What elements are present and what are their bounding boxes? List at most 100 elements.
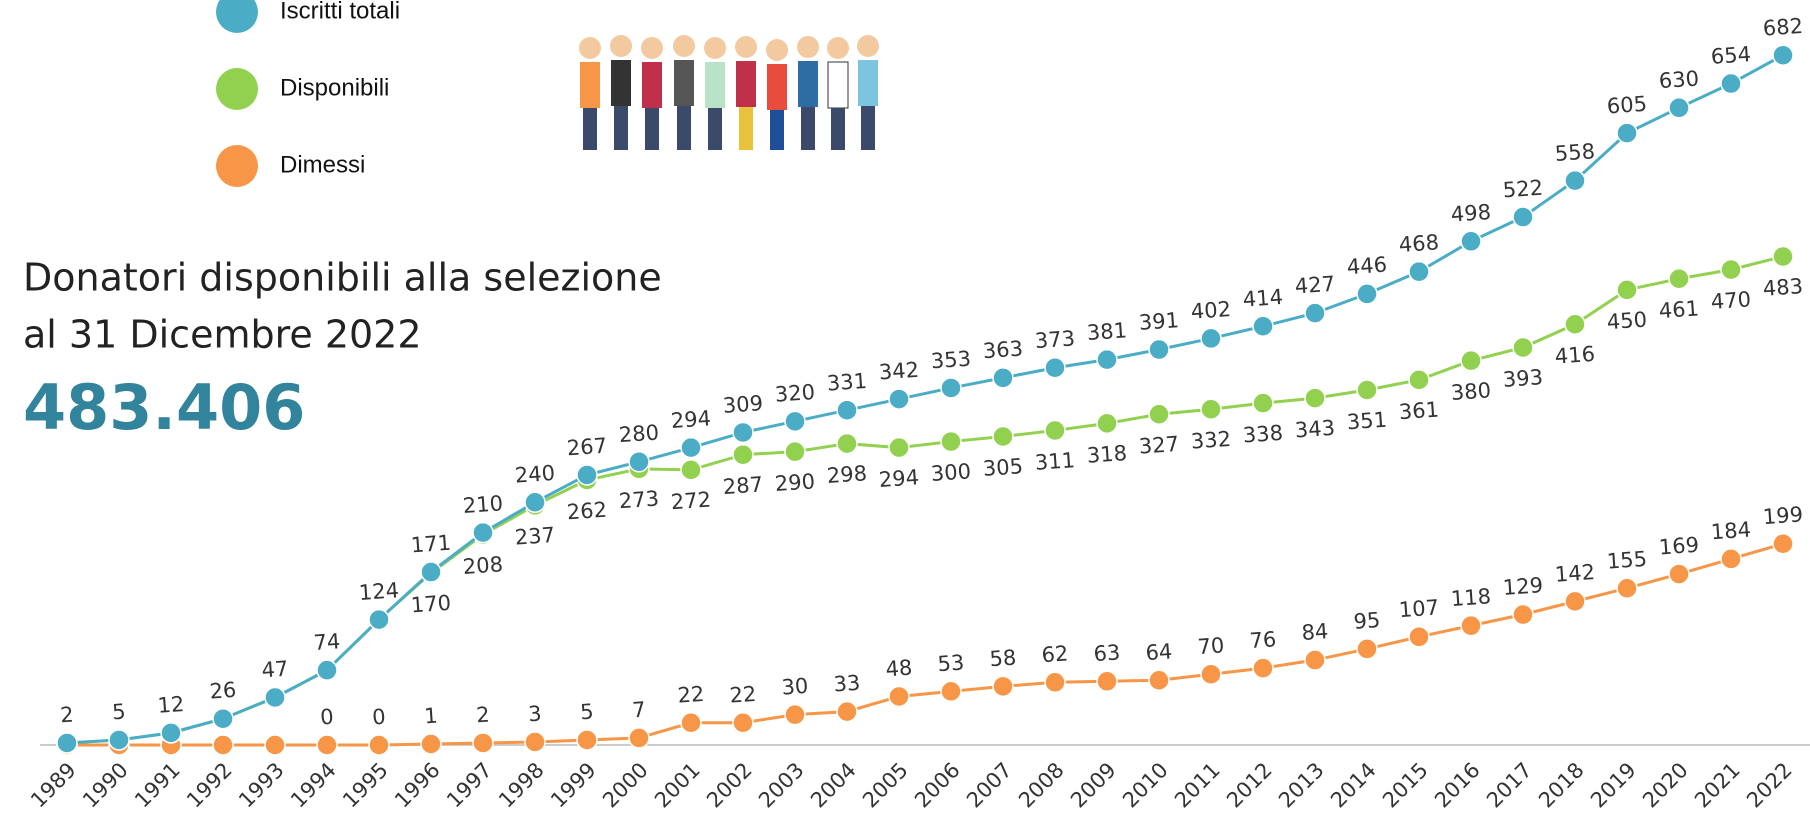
x-tick-label: 2018 <box>1534 758 1589 813</box>
x-tick-label: 2020 <box>1638 758 1693 813</box>
data-label: 240 <box>514 461 556 488</box>
data-point <box>1357 380 1377 400</box>
data-label: 1 <box>423 704 438 729</box>
data-label: 342 <box>878 358 920 385</box>
data-point <box>1149 670 1169 690</box>
data-point <box>1357 639 1377 659</box>
data-label: 332 <box>1190 427 1232 454</box>
data-label: 58 <box>989 645 1017 671</box>
data-point <box>1097 413 1117 433</box>
legend-marker <box>216 68 258 110</box>
data-label: 353 <box>930 347 972 374</box>
data-label: 483 <box>1762 274 1804 301</box>
data-label: 12 <box>157 692 185 718</box>
data-point <box>785 442 805 462</box>
data-point <box>1097 671 1117 691</box>
x-tick-label: 1993 <box>234 758 289 813</box>
data-point <box>369 735 389 755</box>
data-label: 287 <box>722 472 764 499</box>
data-point <box>213 735 233 755</box>
data-point <box>837 434 857 454</box>
data-label: 391 <box>1138 308 1180 335</box>
data-point <box>941 378 961 398</box>
data-label: 446 <box>1346 253 1388 280</box>
data-point <box>837 400 857 420</box>
data-label: 33 <box>833 671 861 697</box>
data-point <box>1565 171 1585 191</box>
data-point <box>1149 404 1169 424</box>
data-label: 74 <box>313 629 341 655</box>
x-tick-label: 2012 <box>1222 758 1277 813</box>
data-point <box>733 445 753 465</box>
x-tick-label: 2022 <box>1742 758 1797 813</box>
data-point <box>1513 605 1533 625</box>
data-label: 76 <box>1249 627 1277 653</box>
data-point <box>1045 358 1065 378</box>
x-tick-label: 2006 <box>910 758 965 813</box>
x-tick-label: 2013 <box>1274 758 1329 813</box>
data-point <box>1253 658 1273 678</box>
data-point <box>1409 627 1429 647</box>
x-tick-label: 2019 <box>1586 758 1641 813</box>
data-label: 22 <box>729 682 757 708</box>
x-tick-label: 2014 <box>1326 758 1381 813</box>
data-label: 273 <box>618 487 660 514</box>
x-tick-label: 1989 <box>26 758 81 813</box>
data-point <box>629 452 649 472</box>
data-label: 47 <box>261 657 289 683</box>
data-point <box>1513 338 1533 358</box>
data-point <box>577 465 597 485</box>
data-label: 169 <box>1658 533 1700 560</box>
data-label: 290 <box>774 469 816 496</box>
data-label: 558 <box>1554 139 1596 166</box>
data-point <box>317 735 337 755</box>
data-point <box>473 523 493 543</box>
data-point <box>681 438 701 458</box>
data-point <box>993 368 1013 388</box>
x-tick-label: 2008 <box>1014 758 1069 813</box>
x-tick-label: 1991 <box>130 758 185 813</box>
data-label: 331 <box>826 369 868 396</box>
x-tick-label: 1999 <box>546 758 601 813</box>
data-label: 64 <box>1145 639 1173 665</box>
x-tick-label: 2017 <box>1482 758 1537 813</box>
chart-subtitle: al 31 Dicembre 2022 <box>23 313 422 357</box>
data-point <box>941 432 961 452</box>
data-label: 470 <box>1710 287 1752 314</box>
data-label: 0 <box>319 705 334 730</box>
data-point <box>1461 351 1481 371</box>
data-point <box>1565 591 1585 611</box>
data-point <box>213 709 233 729</box>
data-point <box>785 705 805 725</box>
legend-label: Dimessi <box>280 151 365 178</box>
data-label: 414 <box>1242 285 1284 312</box>
data-point <box>1513 207 1533 227</box>
x-tick-label: 2021 <box>1690 758 1745 813</box>
legend-marker <box>216 145 258 187</box>
data-label: 380 <box>1450 378 1492 405</box>
data-point <box>525 732 545 752</box>
data-point <box>1721 74 1741 94</box>
data-point <box>1773 45 1793 65</box>
data-point <box>1721 549 1741 569</box>
data-point <box>733 422 753 442</box>
x-tick-label: 1995 <box>338 758 393 813</box>
data-label: 327 <box>1138 432 1180 459</box>
data-label: 53 <box>937 650 965 676</box>
data-label: 381 <box>1086 318 1128 345</box>
data-label: 682 <box>1762 14 1804 41</box>
data-label: 84 <box>1301 619 1329 645</box>
data-point <box>1773 534 1793 554</box>
data-point <box>889 686 909 706</box>
chart: Iscritti totaliDisponibiliDimessi Donato… <box>0 0 1810 824</box>
data-point <box>733 713 753 733</box>
data-point <box>421 734 441 754</box>
data-label: 142 <box>1554 560 1596 587</box>
x-tick-label: 1996 <box>390 758 445 813</box>
data-label: 171 <box>410 531 452 558</box>
data-point <box>1201 664 1221 684</box>
data-label: 26 <box>209 678 237 704</box>
headline-number: 483.406 <box>23 371 305 444</box>
data-point <box>1721 260 1741 280</box>
data-label: 605 <box>1606 92 1648 119</box>
